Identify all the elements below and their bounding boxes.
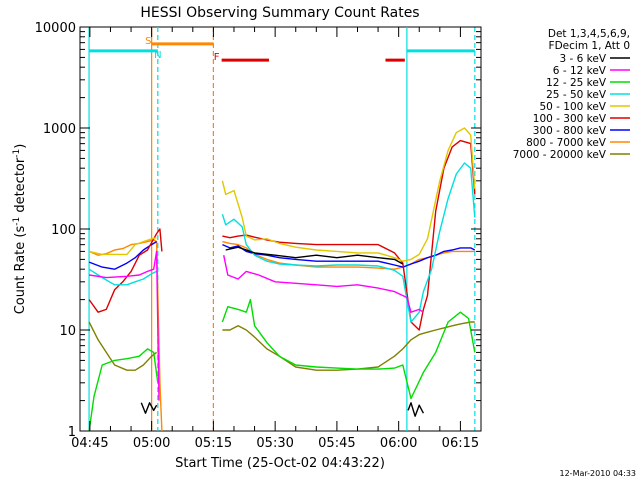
flag-label-night: N (154, 50, 161, 61)
legend-label: 25 - 50 keV (546, 89, 607, 101)
y-axis-label: Count Rate (s-1 detector-1) (12, 144, 28, 315)
series-line-50-100-kev (221, 127, 476, 262)
x-axis-ticks: 04:45 05:00 05:15 05:30 05:45 06:00 06:15 (71, 27, 482, 451)
y-tick-label: 1000 (43, 122, 76, 137)
legend-label: 3 - 6 keV (559, 53, 606, 65)
plot-frame (79, 26, 482, 432)
legend-label: 800 - 7000 keV (526, 137, 607, 149)
series-line-7000-20000-kev (88, 321, 158, 371)
x-tick-label: 06:00 (380, 436, 417, 451)
series-line-25-50-kev (88, 268, 157, 286)
y-axis-label-sup1: -1 (12, 217, 22, 226)
flag-label-flare: F (214, 52, 220, 63)
series-line-100-300-kev (222, 139, 476, 331)
y-axis-label-sup2: -1 (12, 149, 22, 158)
x-tick-label: 05:00 (133, 436, 170, 451)
legend-label: 6 - 12 keV (553, 65, 607, 77)
legend-header-line: Det 1,3,4,5,6,9, (548, 28, 630, 40)
legend-label: 12 - 25 keV (546, 77, 607, 89)
series-line-12-25-kev (88, 348, 159, 432)
series-line-3-6-kev (140, 402, 158, 414)
flag-boundaries (88, 27, 476, 431)
chart-title: HESSI Observing Summary Count Rates (140, 5, 419, 21)
series-line-6-12-kev (223, 255, 424, 313)
legend-label: 50 - 100 keV (539, 101, 606, 113)
y-axis-label-part1: Count Rate (s (13, 226, 28, 315)
series-line-7000-20000-kev (222, 321, 475, 371)
legend: Det 1,3,4,5,6,9,FDecim 1, Att 03 - 6 keV… (513, 28, 630, 161)
x-tick-label: 05:15 (195, 436, 232, 451)
flag-bars: SN F (89, 36, 475, 63)
series-line-25-50-kev (221, 162, 476, 323)
y-tick-label: 10 (59, 324, 76, 339)
series-line-12-25-kev (221, 298, 476, 400)
y-axis-label-part2: detector (13, 157, 28, 217)
y-tick-label: 100 (51, 223, 76, 238)
legend-header-line: FDecim 1, Att 0 (549, 40, 630, 52)
series-line-50-100-kev (88, 237, 157, 256)
series-line-3-6-kev (407, 402, 425, 417)
y-tick-label: 1 (68, 425, 76, 440)
legend-label: 100 - 300 keV (533, 113, 607, 125)
series-line-300-800-kev (222, 243, 476, 268)
x-tick-label: 05:45 (318, 436, 355, 451)
timestamp: 12-Mar-2010 04:33 (560, 469, 637, 478)
x-tick-label: 06:15 (442, 436, 479, 451)
x-tick-label: 05:30 (256, 436, 293, 451)
plot-area: SN F 1 10 100 1000 10000 04:45 05:00 05:15 05:30… (35, 21, 482, 451)
series-line-800-7000-kev (88, 239, 163, 432)
legend-label: 7000 - 20000 keV (513, 149, 607, 161)
legend-label: 300 - 800 keV (533, 125, 607, 137)
series-line-100-300-kev (88, 228, 163, 313)
y-tick-label: 10000 (35, 21, 76, 36)
y-axis-ticks: 1 10 100 1000 10000 (35, 21, 481, 440)
x-axis-label: Start Time (25-Oct-02 04:43:22) (175, 456, 385, 471)
y-axis-label-part3: ) (13, 144, 28, 149)
series-line-3-6-kev (225, 246, 404, 265)
x-tick-label: 04:45 (71, 436, 108, 451)
data-series (88, 127, 476, 432)
flag-label-saa: S (145, 36, 151, 47)
series-line-6-12-kev (88, 250, 160, 401)
